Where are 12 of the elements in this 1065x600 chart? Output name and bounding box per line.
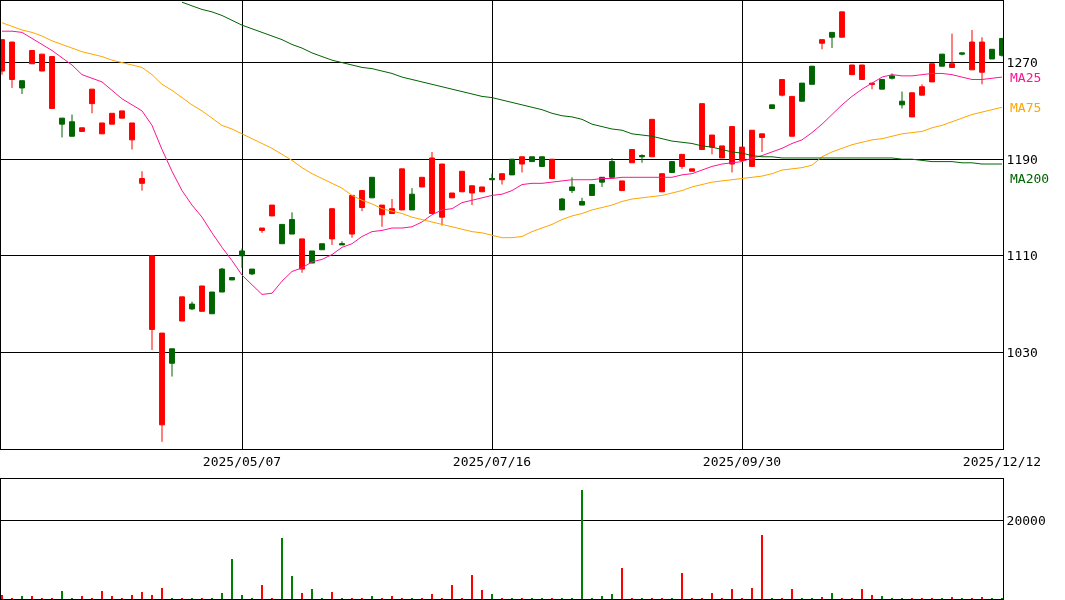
y-tick-label: 20000 bbox=[1006, 513, 1046, 529]
x-tick-label: 2025/07/16 bbox=[452, 453, 532, 469]
y-tick-label: 1030 bbox=[1006, 344, 1038, 360]
y-tick-label: 1270 bbox=[1006, 55, 1038, 71]
x-tick-label: 2025/09/30 bbox=[702, 453, 782, 469]
x-tick-label: 2025/05/07 bbox=[202, 453, 282, 469]
series-label: MA25 bbox=[1010, 70, 1042, 85]
x-tick-label: 2025/12/12 bbox=[962, 453, 1042, 469]
y-tick-label: 1190 bbox=[1006, 151, 1038, 167]
series-label: MA200 bbox=[1010, 171, 1050, 186]
series-label: MA75 bbox=[1010, 100, 1042, 115]
y-tick-label: 1110 bbox=[1006, 248, 1038, 264]
